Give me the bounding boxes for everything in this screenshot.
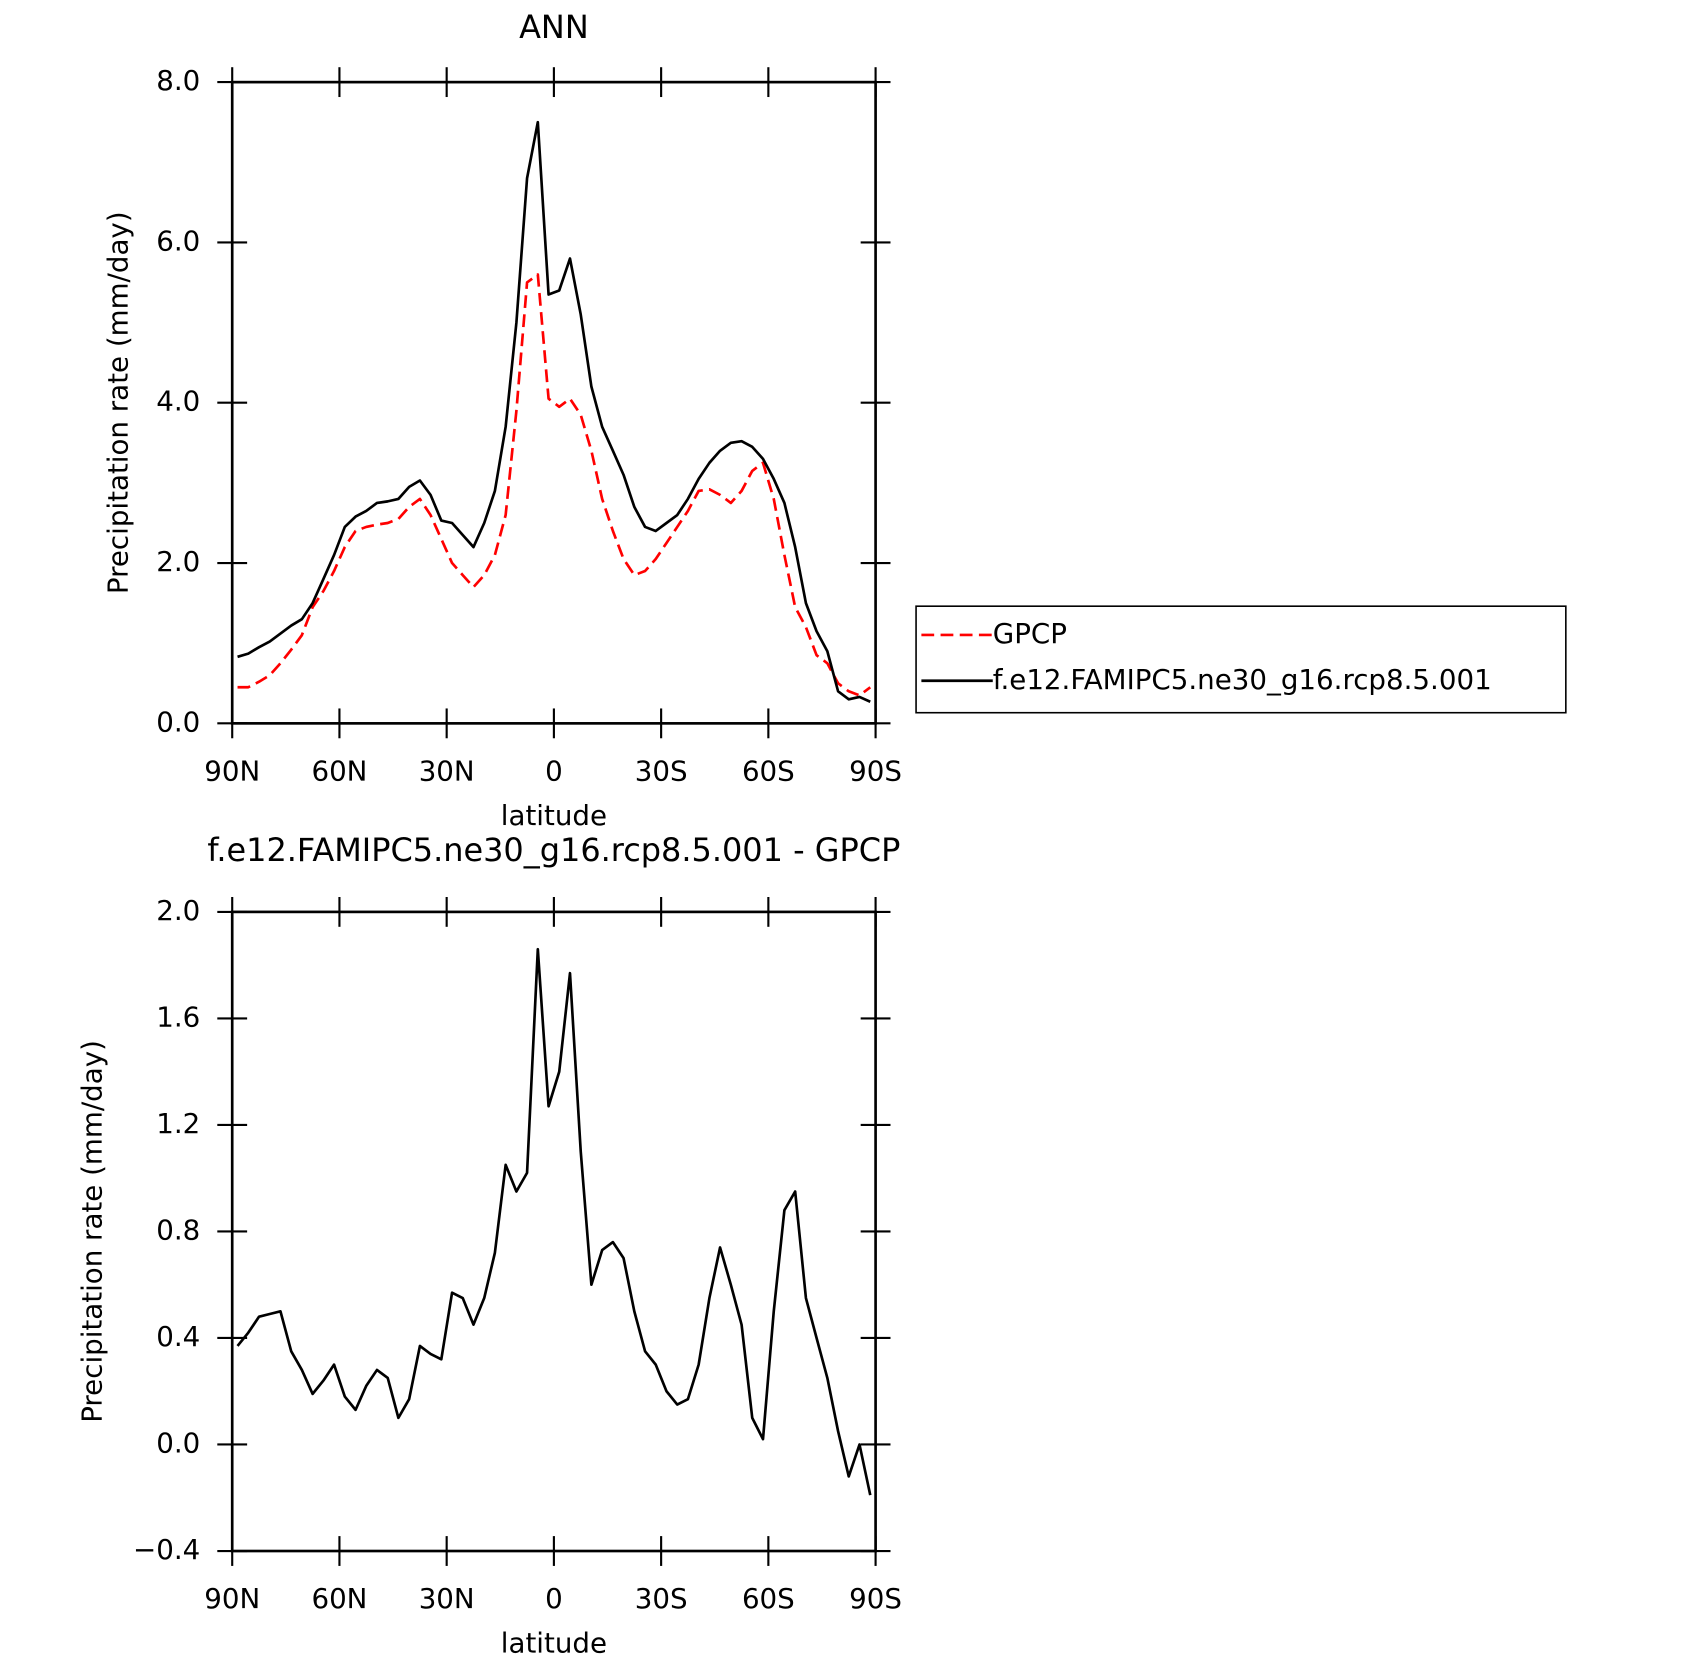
chart-title: f.e12.FAMIPC5.ne30_g16.rcp8.5.001 - GPCP <box>207 831 900 869</box>
y-tick-label: 2.0 <box>156 545 200 578</box>
x-tick-label: 60N <box>311 754 367 787</box>
x-tick-label: 90S <box>849 754 902 787</box>
x-tick-label: 0 <box>545 1582 563 1615</box>
y-tick-label: 1.6 <box>156 1000 200 1033</box>
y-axis-label: Precipitation rate (mm/day) <box>101 211 134 594</box>
x-tick-label: 30S <box>635 1582 688 1615</box>
y-tick-label: −0.4 <box>133 1533 200 1566</box>
plot-frame <box>230 910 877 1553</box>
x-tick-label: 90S <box>849 1582 902 1615</box>
y-tick-label: 1.2 <box>156 1107 200 1140</box>
x-axis-label: latitude <box>501 799 607 832</box>
y-tick-label: 0.8 <box>156 1213 200 1246</box>
x-tick-label: 90N <box>204 754 260 787</box>
y-tick-label: 8.0 <box>156 64 200 97</box>
x-tick-label: 60S <box>742 1582 795 1615</box>
legend-label: f.e12.FAMIPC5.ne30_g16.rcp8.5.001 <box>993 663 1492 696</box>
y-tick-label: 0.0 <box>156 1426 200 1459</box>
legend-box <box>915 605 1567 714</box>
x-tick-label: 30S <box>635 754 688 787</box>
data-line <box>236 947 872 1496</box>
data-line <box>237 120 871 703</box>
x-tick-label: 90N <box>204 1582 260 1615</box>
y-tick-label: 0.4 <box>156 1320 200 1353</box>
chart-title: ANN <box>519 8 589 46</box>
x-axis-label: latitude <box>501 1627 607 1660</box>
x-tick-label: 0 <box>545 754 563 787</box>
y-tick-label: 4.0 <box>156 385 200 418</box>
y-tick-label: 6.0 <box>156 224 200 257</box>
y-tick-label: 2.0 <box>156 894 200 927</box>
x-tick-label: 60N <box>311 1582 367 1615</box>
y-tick-label: 0.0 <box>156 705 200 738</box>
x-tick-label: 30N <box>419 754 475 787</box>
y-axis-label: Precipitation rate (mm/day) <box>76 1040 109 1423</box>
x-tick-label: 30N <box>419 1582 475 1615</box>
plot-frame <box>230 80 877 725</box>
x-tick-label: 60S <box>742 754 795 787</box>
data-line <box>237 273 872 697</box>
legend-label: GPCP <box>993 617 1067 650</box>
